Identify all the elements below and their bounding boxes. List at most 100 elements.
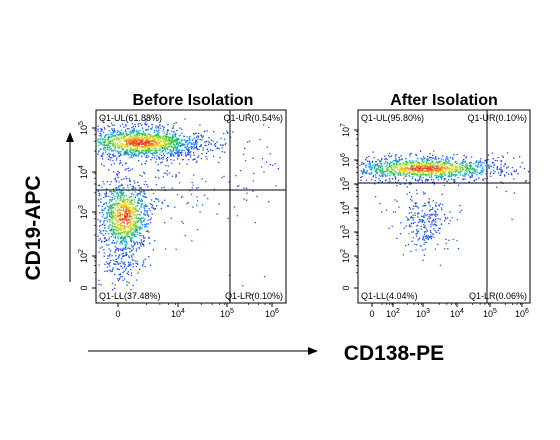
event-dot: [361, 171, 363, 173]
event-dot: [102, 141, 104, 143]
event-dot: [120, 185, 122, 187]
event-dot: [521, 162, 523, 164]
event-dot: [470, 162, 472, 164]
event-dot: [115, 137, 117, 139]
event-dot: [142, 145, 144, 148]
event-dot: [106, 212, 108, 214]
event-dot: [143, 205, 145, 207]
event-dot: [154, 134, 156, 136]
event-dot: [125, 130, 127, 133]
event-dot: [176, 129, 178, 132]
event-dot: [144, 150, 146, 152]
event-dot: [374, 169, 376, 172]
event-dot: [173, 143, 175, 145]
event-dot: [439, 203, 441, 205]
event-dot: [105, 192, 108, 195]
event-dot: [148, 148, 150, 151]
event-dot: [458, 172, 460, 174]
event-dot: [99, 194, 101, 196]
event-dot: [438, 204, 440, 206]
event-dot: [400, 166, 402, 168]
event-dot: [144, 204, 147, 206]
event-dot: [422, 171, 424, 174]
event-dot: [484, 160, 486, 162]
event-dot: [457, 169, 459, 171]
event-dot: [419, 168, 421, 170]
event-dot: [146, 146, 148, 148]
event-dot: [463, 175, 465, 177]
event-dot: [123, 203, 126, 205]
event-dot: [413, 171, 415, 173]
event-dot: [444, 165, 446, 167]
event-dot: [182, 144, 184, 146]
event-dot: [167, 124, 169, 126]
event-dot: [151, 213, 153, 215]
event-dot: [468, 181, 470, 183]
event-dot: [197, 138, 199, 140]
event-dot: [422, 156, 425, 158]
event-dot: [166, 160, 168, 162]
event-dot: [123, 230, 125, 232]
event-dot: [162, 151, 164, 153]
event-dot: [197, 156, 199, 158]
event-dot: [122, 206, 124, 209]
event-dot: [158, 136, 161, 138]
event-dot: [421, 221, 423, 223]
event-dot: [464, 178, 466, 180]
event-dot: [421, 166, 423, 168]
event-dot: [160, 207, 162, 210]
event-dot: [168, 143, 171, 145]
event-dot: [460, 209, 463, 211]
event-dot: [384, 170, 386, 173]
event-dot: [132, 215, 134, 217]
event-dot: [143, 220, 145, 222]
event-dot: [175, 139, 177, 142]
event-dot: [265, 161, 268, 163]
event-dot: [130, 195, 133, 198]
event-dot: [248, 113, 250, 115]
event-dot: [138, 144, 140, 146]
event-dot: [147, 142, 150, 144]
event-dot: [423, 173, 425, 176]
event-dot: [124, 240, 126, 242]
event-dot: [464, 175, 466, 177]
event-dot: [137, 192, 139, 195]
event-dot: [399, 168, 401, 170]
event-dot: [394, 171, 397, 173]
event-dot: [125, 204, 127, 207]
event-dot: [422, 205, 424, 207]
event-dot: [108, 195, 110, 197]
event-dot: [122, 133, 125, 135]
event-dot: [429, 216, 432, 219]
event-dot: [110, 205, 112, 207]
event-dot: [365, 179, 368, 181]
event-dot: [119, 243, 121, 245]
event-dot: [437, 179, 439, 181]
event-dot: [434, 163, 436, 165]
y-tick-exponent: 6: [340, 153, 347, 157]
event-dot: [126, 231, 128, 233]
event-dot: [141, 134, 143, 136]
event-dot: [492, 169, 494, 172]
event-dot: [161, 187, 163, 189]
event-dot: [125, 214, 127, 216]
event-dot: [369, 165, 371, 167]
event-dot: [149, 133, 151, 135]
event-dot: [160, 140, 163, 142]
event-dot: [115, 227, 117, 229]
event-dot: [212, 149, 214, 152]
event-dot: [122, 194, 124, 196]
event-dot: [132, 136, 134, 138]
event-dot: [143, 192, 145, 194]
event-dot: [272, 164, 274, 166]
event-dot: [201, 153, 203, 155]
event-dot: [482, 166, 484, 168]
event-dot: [115, 150, 117, 152]
event-dot: [119, 226, 121, 229]
x-tick-exponent: 4: [181, 308, 185, 315]
event-dot: [110, 181, 112, 183]
event-dot: [416, 228, 418, 231]
event-dot: [122, 228, 124, 230]
x-tick-label: 103: [416, 308, 430, 319]
event-dot: [145, 139, 147, 142]
